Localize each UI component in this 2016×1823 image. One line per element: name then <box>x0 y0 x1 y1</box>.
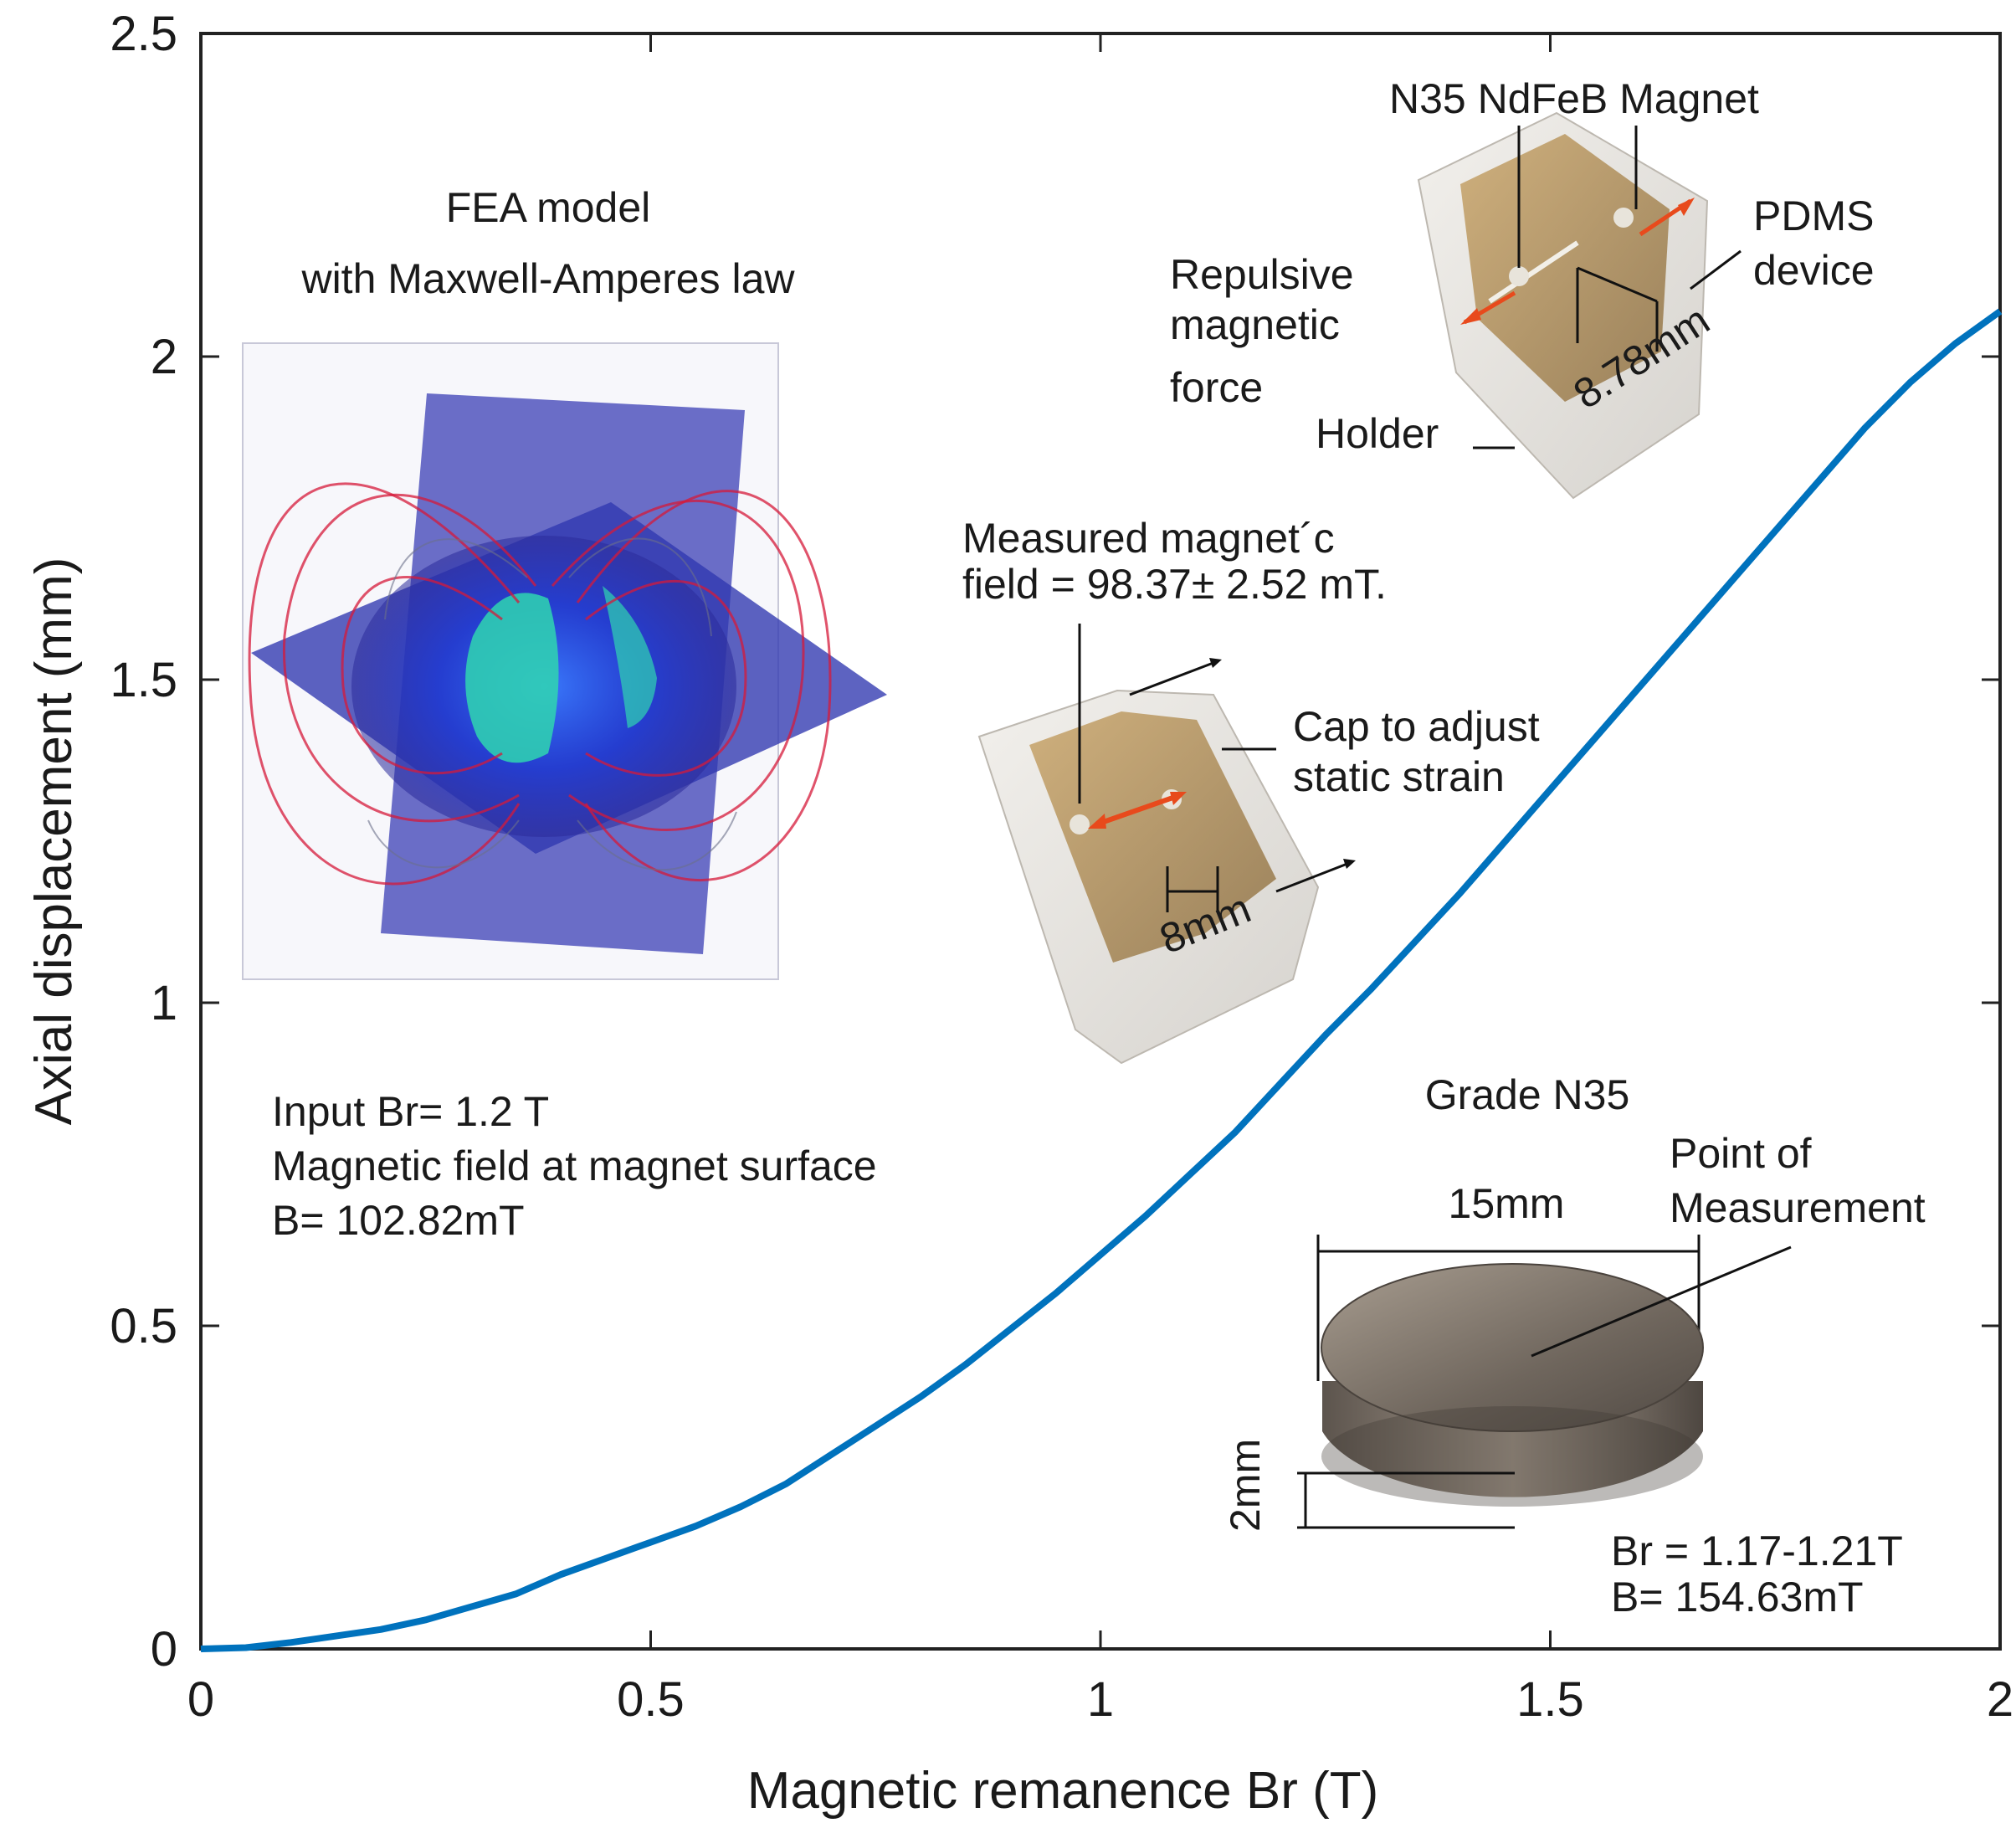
x-tick-label: 0.5 <box>617 1672 685 1727</box>
cap-label-1: Cap to adjust <box>1293 703 1540 750</box>
fea-title-line1: FEA model <box>446 184 651 231</box>
fea-title-line2: with Maxwell-Amperes law <box>300 255 795 302</box>
x-tick-label: 0 <box>187 1672 214 1727</box>
device-dimension-bar <box>1576 266 1659 352</box>
device-holder-label: Holder <box>1316 410 1439 457</box>
device-pdms-label-2: device <box>1753 247 1875 294</box>
device-pdms-label-1: PDMS <box>1753 193 1874 239</box>
x-axis-ticks: 0 0.5 1 1.5 2 <box>187 33 2013 1727</box>
x-axis-title: Magnetic remanence Br (T) <box>747 1762 1379 1820</box>
device-pdms-leader <box>1690 249 1742 290</box>
cap-force-arrow <box>1095 793 1181 827</box>
fea-input-line1: Input Br= 1.2 T <box>272 1088 549 1135</box>
axes: 0 0.5 1 1.5 2 0 0.5 1 1.5 2 2.5 Magnetic remanenc… <box>25 7 2013 1820</box>
cap-arrow-top <box>1129 660 1218 696</box>
measured-field-label-1: Measured magnet´c <box>962 515 1335 562</box>
fea-model-inset: FEA model with Maxwell-Amperes law <box>242 184 887 1244</box>
y-tick-label: 2.5 <box>110 7 177 61</box>
x-tick-label: 1.5 <box>1516 1672 1584 1727</box>
device-force-label-2: magnetic <box>1170 301 1340 348</box>
magnet-thickness-label: 2mm <box>1222 1439 1269 1532</box>
point-label-1: Point of <box>1670 1130 1812 1177</box>
y-axis-ticks: 0 0.5 1 1.5 2 2.5 <box>110 7 2000 1677</box>
magnet-diameter-label: 15mm <box>1449 1180 1565 1227</box>
y-tick-label: 2 <box>151 330 177 384</box>
magnet-b-label: B= 154.63mT <box>1611 1574 1864 1620</box>
disk-magnet-inset: Grade N35 Point of Measurement 15mm 2mm … <box>1222 1071 1926 1620</box>
fea-input-line2: Magnetic field at magnet surface <box>272 1143 877 1189</box>
device-magnet-label: N35 NdFeB Magnet <box>1389 75 1759 122</box>
x-tick-label: 2 <box>1987 1672 2013 1727</box>
y-tick-label: 0 <box>151 1622 177 1677</box>
cap-dimension-bar <box>1166 866 1219 912</box>
device-force-label-1: Repulsive <box>1170 251 1354 298</box>
y-axis-title: Axial displacement (mm) <box>25 557 83 1126</box>
device-photo-inset: N35 NdFeB Magnet PDMS device Repulsive m… <box>1170 75 1875 500</box>
disk-magnet-photo <box>1321 1263 1704 1507</box>
series-line-axial-displacement <box>200 308 2003 1652</box>
x-tick-label: 1 <box>1087 1672 1114 1727</box>
measured-field-label-2: field = 98.37± 2.52 mT. <box>962 561 1387 608</box>
y-tick-label: 1 <box>151 976 177 1030</box>
magnet-br-label: Br = 1.17-1.21T <box>1611 1528 1903 1574</box>
magnet-thickness-bar <box>1297 1471 1515 1529</box>
cap-device-inset: Measured magnet´c field = 98.37± 2.52 mT… <box>962 515 1540 1065</box>
cap-arrow-bottom <box>1275 860 1352 893</box>
grade-label: Grade N35 <box>1425 1071 1630 1118</box>
device-photo <box>1417 111 1709 500</box>
cap-device-photo <box>977 689 1320 1065</box>
point-label-2: Measurement <box>1670 1184 1926 1231</box>
y-tick-label: 1.5 <box>110 653 177 707</box>
cap-label-2: static strain <box>1293 753 1505 800</box>
fea-simulation-image <box>242 342 887 980</box>
series-layer <box>200 308 2003 1652</box>
y-tick-label: 0.5 <box>110 1299 177 1353</box>
point-leader <box>1531 1245 1792 1358</box>
device-force-label-3: force <box>1170 364 1263 411</box>
fea-input-line3: B= 102.82mT <box>272 1197 525 1244</box>
